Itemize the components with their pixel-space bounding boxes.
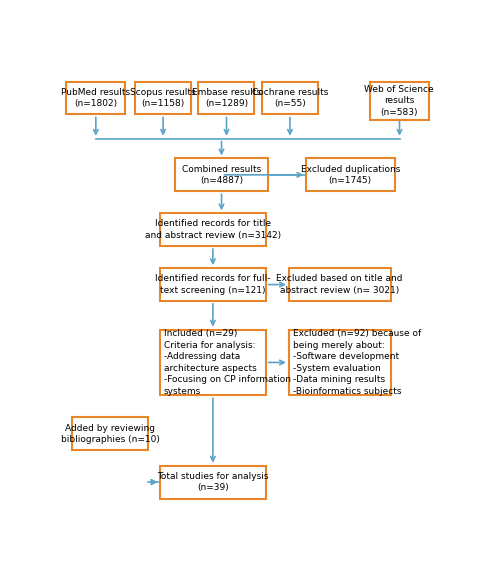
FancyBboxPatch shape	[160, 329, 266, 396]
FancyBboxPatch shape	[370, 82, 429, 120]
FancyBboxPatch shape	[198, 82, 254, 115]
FancyBboxPatch shape	[160, 268, 266, 301]
FancyBboxPatch shape	[289, 268, 391, 301]
Text: Embase results
(n=1289): Embase results (n=1289)	[192, 88, 261, 108]
FancyBboxPatch shape	[160, 213, 266, 246]
Text: Identified records for full-
text screening (n=121): Identified records for full- text screen…	[155, 274, 271, 295]
FancyBboxPatch shape	[306, 158, 394, 192]
FancyBboxPatch shape	[135, 82, 191, 115]
Text: Added by reviewing
bibliographies (n=10): Added by reviewing bibliographies (n=10)	[61, 424, 160, 444]
Text: Scopus results
(n=1158): Scopus results (n=1158)	[130, 88, 196, 108]
FancyBboxPatch shape	[66, 82, 125, 115]
Text: Cochrane results
(n=55): Cochrane results (n=55)	[251, 88, 328, 108]
Text: Web of Science
results
(n=583): Web of Science results (n=583)	[365, 85, 434, 117]
FancyBboxPatch shape	[176, 158, 268, 192]
Text: Combined results
(n=4887): Combined results (n=4887)	[182, 165, 261, 185]
FancyBboxPatch shape	[160, 466, 266, 499]
FancyBboxPatch shape	[262, 82, 317, 115]
Text: Total studies for analysis
(n=39): Total studies for analysis (n=39)	[157, 472, 269, 492]
FancyBboxPatch shape	[289, 329, 391, 396]
Text: Included (n=29)
Criteria for analysis:
-Addressing data
architecture aspects
-Fo: Included (n=29) Criteria for analysis: -…	[164, 329, 291, 396]
Text: Excluded based on title and
abstract review (n= 3021): Excluded based on title and abstract rev…	[276, 274, 403, 295]
FancyBboxPatch shape	[71, 417, 148, 450]
Text: Identified records for title
and abstract review (n=3142): Identified records for title and abstrac…	[145, 219, 281, 240]
Text: Excluded (n=92) because of
being merely about:
-Software development
-System eva: Excluded (n=92) because of being merely …	[293, 329, 421, 396]
Text: Excluded duplications
(n=1745): Excluded duplications (n=1745)	[301, 165, 400, 185]
Text: PubMed results
(n=1802): PubMed results (n=1802)	[61, 88, 130, 108]
